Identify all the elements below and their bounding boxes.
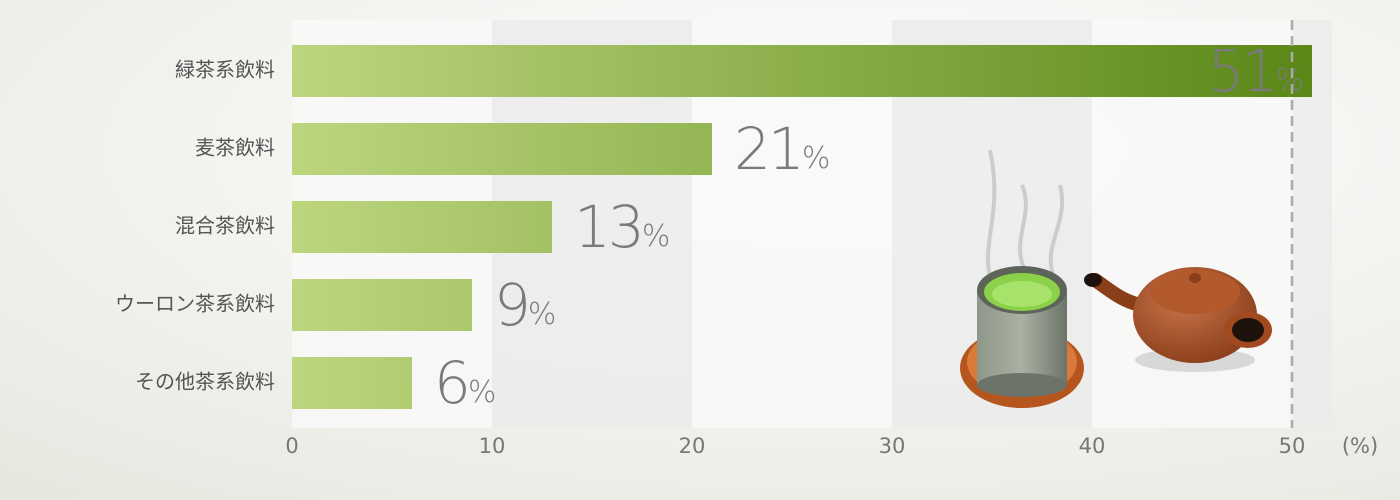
category-label: 混合茶飲料 — [175, 214, 275, 238]
value-label: 6% — [434, 349, 496, 417]
category-label: ウーロン茶系飲料 — [115, 292, 275, 316]
value-label: 21% — [734, 115, 830, 183]
x-tick-label: 50 — [1279, 434, 1306, 458]
bar — [292, 279, 472, 331]
bar — [292, 123, 712, 175]
x-tick-label: 0 — [285, 434, 298, 458]
bar — [292, 45, 1312, 97]
value-label: 9% — [494, 271, 556, 339]
x-tick-label: 20 — [679, 434, 706, 458]
value-label: 51% — [1208, 37, 1304, 105]
x-axis-unit: (%) — [1342, 434, 1378, 458]
bar — [292, 201, 552, 253]
category-label: 緑茶系飲料 — [175, 58, 275, 82]
value-label: 13% — [574, 193, 670, 261]
x-tick-label: 40 — [1079, 434, 1106, 458]
x-tick-label: 10 — [479, 434, 506, 458]
category-label: その他茶系飲料 — [135, 370, 275, 394]
x-tick-label: 30 — [879, 434, 906, 458]
bar — [292, 357, 412, 409]
tea-illustration — [960, 149, 1272, 408]
category-label: 麦茶飲料 — [195, 136, 275, 160]
